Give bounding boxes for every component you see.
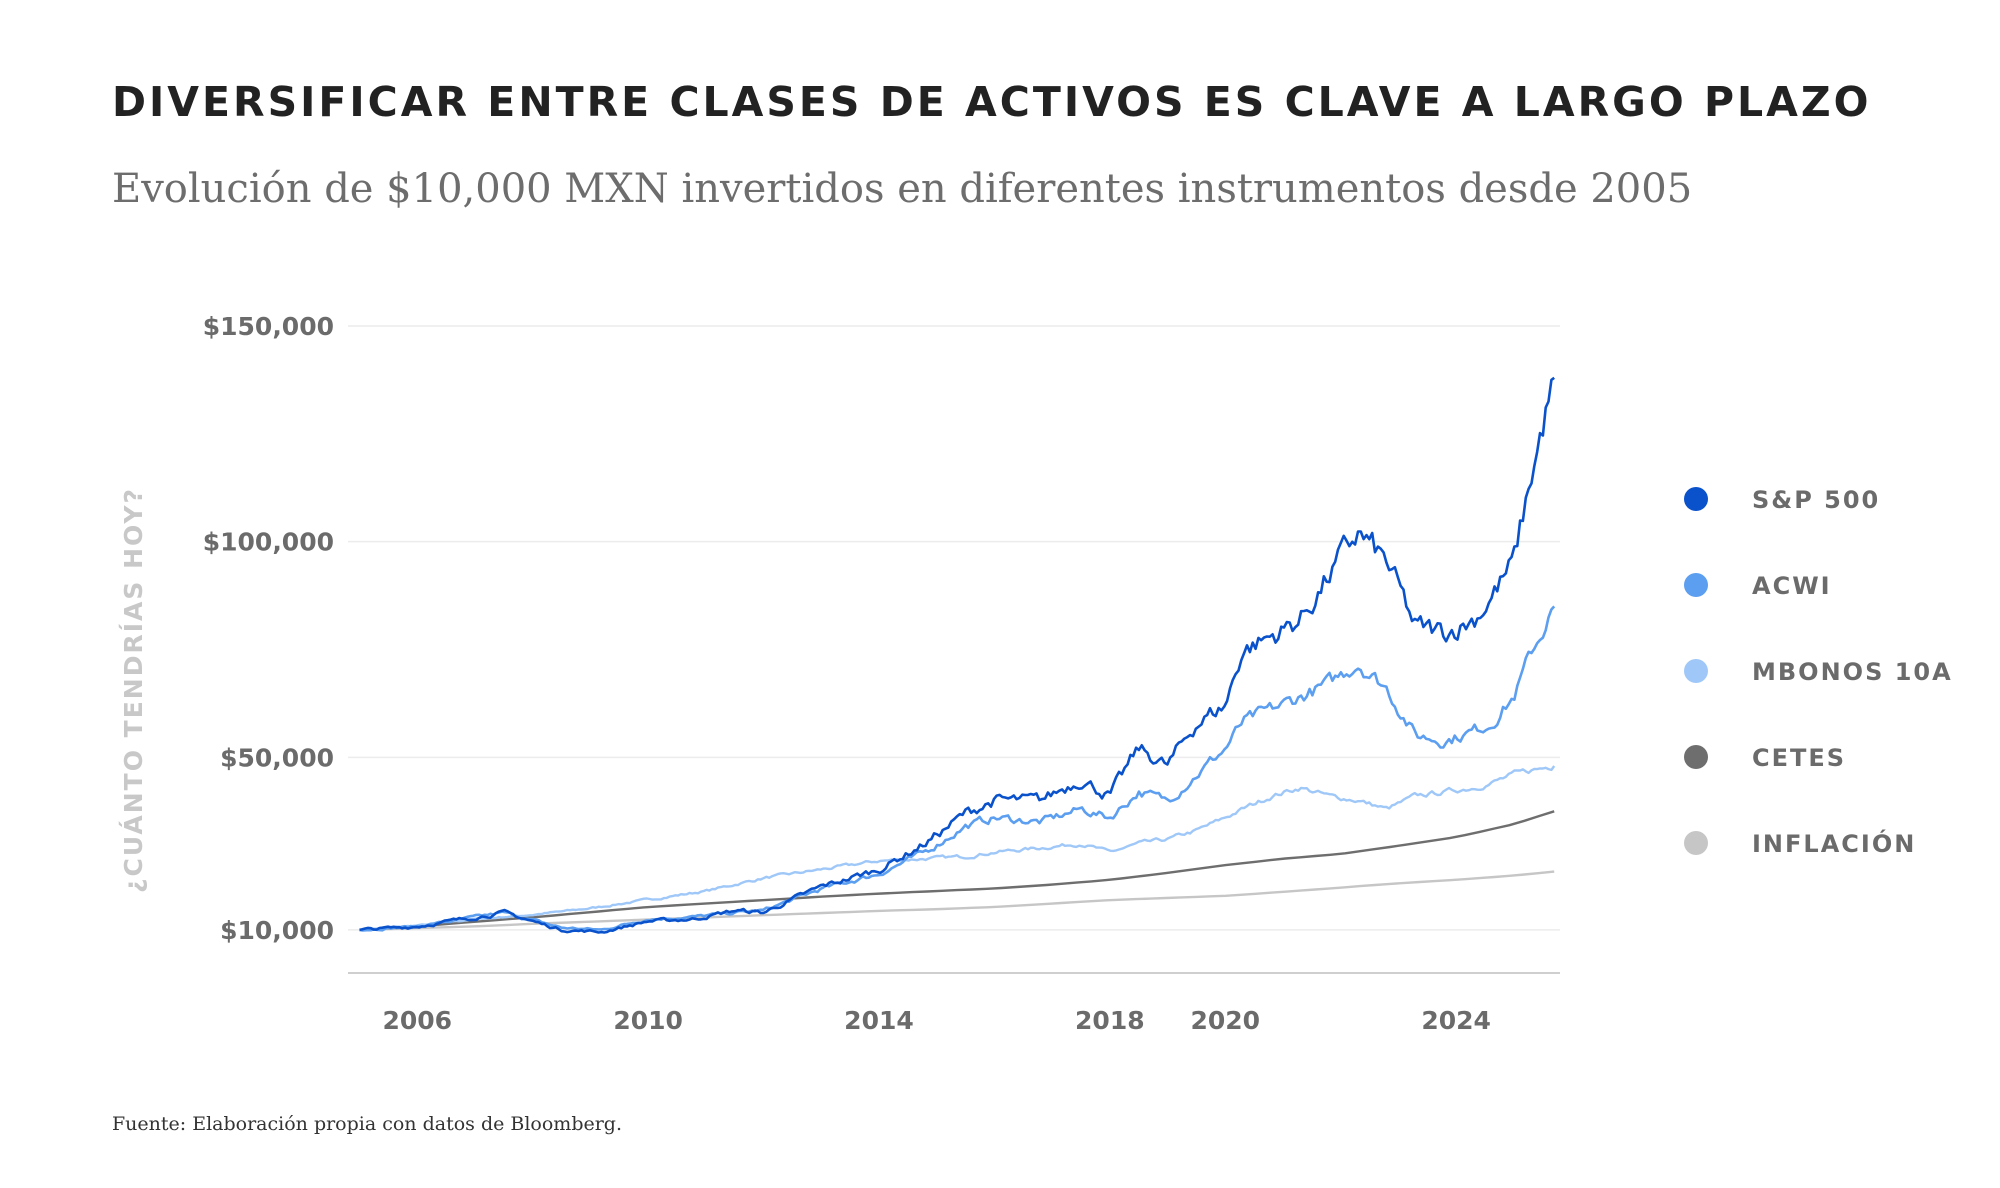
y-tick-labels: $10,000 $50,000 $100,000 $150,000: [203, 312, 334, 945]
series-line-s-p-500: [359, 376, 1555, 934]
x-tick-label: 2018: [1075, 1006, 1145, 1035]
legend-label: S&P 500: [1752, 486, 1880, 514]
legend-marker: [1684, 573, 1708, 597]
chart-subtitle: Evolución de $10,000 MXN invertidos en d…: [112, 166, 1693, 212]
legend-marker: [1684, 745, 1708, 769]
legend-marker: [1684, 487, 1708, 511]
y-tick-label: $10,000: [220, 916, 334, 945]
legend-marker: [1684, 831, 1708, 855]
source-note: Fuente: Elaboración propia con datos de …: [112, 1113, 623, 1135]
y-axis-label: ¿CUÁNTO TENDRÍAS HOY?: [119, 487, 148, 893]
legend-label: CETES: [1752, 744, 1846, 772]
x-tick-labels: 2006 2010 2014 2018 2020 2024: [382, 1006, 1490, 1035]
x-tick-label: 2020: [1190, 1006, 1260, 1035]
series-line-inflaci-n: [359, 870, 1555, 932]
x-tick-label: 2014: [844, 1006, 914, 1035]
legend-label: MBONOS 10A: [1752, 658, 1953, 686]
series-line-cetes: [359, 810, 1555, 932]
legend-marker: [1684, 659, 1708, 683]
x-tick-label: 2010: [613, 1006, 683, 1035]
y-tick-label: $150,000: [203, 312, 334, 341]
grid-lines: [348, 325, 1560, 931]
x-tick-label: 2024: [1421, 1006, 1491, 1035]
legend-label: INFLACIÓN: [1752, 828, 1916, 858]
series-lines: [359, 376, 1556, 934]
series-line-mbonos-10a: [359, 765, 1556, 932]
y-tick-label: $50,000: [220, 743, 334, 772]
chart-title: DIVERSIFICAR ENTRE CLASES DE ACTIVOS ES …: [112, 78, 1872, 126]
series-line-acwi: [359, 605, 1556, 932]
x-tick-label: 2006: [382, 1006, 452, 1035]
legend-label: ACWI: [1752, 572, 1832, 600]
legend: S&P 500 ACWI MBONOS 10A CETES INFLACIÓN: [1684, 486, 1953, 858]
y-tick-label: $100,000: [203, 528, 334, 557]
